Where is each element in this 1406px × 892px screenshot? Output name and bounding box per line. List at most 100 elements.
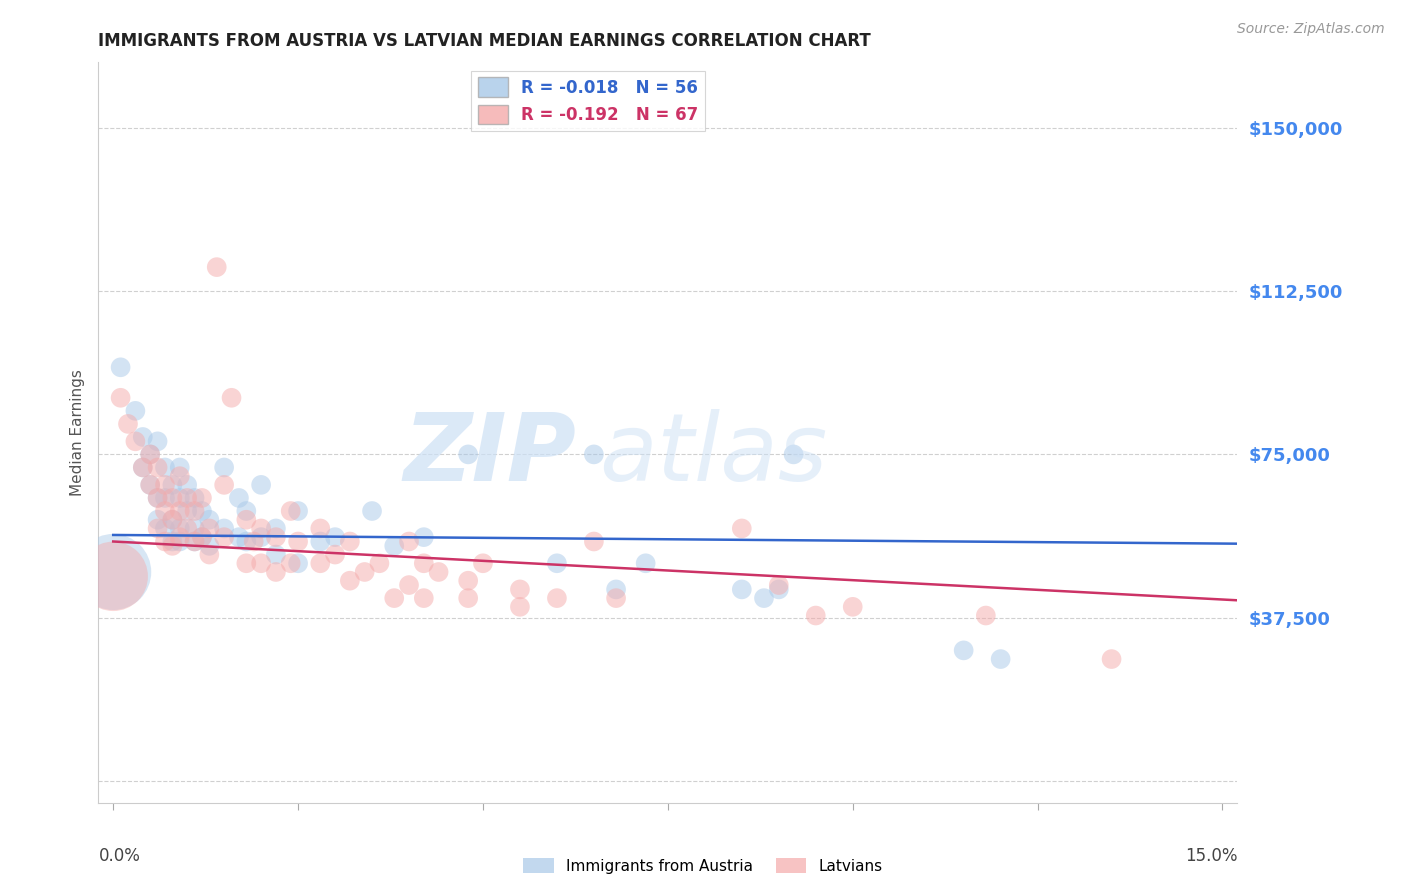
- Point: [242, 534, 264, 549]
- Point: [169, 491, 191, 505]
- Point: [146, 491, 169, 505]
- Point: [427, 565, 450, 579]
- Point: [457, 574, 479, 588]
- Point: [264, 521, 287, 535]
- Point: [250, 521, 273, 535]
- Point: [250, 556, 273, 570]
- Point: [546, 556, 568, 570]
- Point: [382, 539, 405, 553]
- Point: [768, 578, 790, 592]
- Point: [162, 478, 184, 492]
- Point: [169, 460, 191, 475]
- Point: [546, 591, 568, 606]
- Point: [132, 460, 155, 475]
- Point: [169, 521, 191, 535]
- Point: [280, 556, 302, 570]
- Point: [212, 521, 235, 535]
- Point: [323, 530, 346, 544]
- Point: [169, 504, 191, 518]
- Point: [287, 504, 309, 518]
- Point: [974, 608, 997, 623]
- Point: [162, 534, 184, 549]
- Point: [110, 360, 132, 375]
- Point: [139, 447, 162, 461]
- Point: [176, 504, 198, 518]
- Point: [103, 565, 125, 579]
- Point: [841, 599, 863, 614]
- Point: [412, 530, 434, 544]
- Y-axis label: Median Earnings: Median Earnings: [69, 369, 84, 496]
- Point: [228, 491, 250, 505]
- Point: [191, 530, 214, 544]
- Point: [162, 491, 184, 505]
- Point: [198, 521, 221, 535]
- Point: [153, 460, 176, 475]
- Point: [287, 534, 309, 549]
- Point: [153, 534, 176, 549]
- Point: [139, 478, 162, 492]
- Point: [153, 521, 176, 535]
- Point: [146, 434, 169, 449]
- Point: [117, 417, 139, 431]
- Point: [752, 591, 775, 606]
- Point: [162, 539, 184, 553]
- Point: [169, 530, 191, 544]
- Point: [176, 521, 198, 535]
- Point: [264, 548, 287, 562]
- Point: [457, 591, 479, 606]
- Point: [191, 530, 214, 544]
- Point: [212, 530, 235, 544]
- Point: [731, 521, 754, 535]
- Point: [146, 513, 169, 527]
- Point: [183, 491, 205, 505]
- Point: [212, 478, 235, 492]
- Point: [162, 513, 184, 527]
- Point: [339, 574, 361, 588]
- Point: [162, 513, 184, 527]
- Legend: Immigrants from Austria, Latvians: Immigrants from Austria, Latvians: [517, 852, 889, 880]
- Point: [398, 534, 420, 549]
- Point: [582, 447, 605, 461]
- Text: 15.0%: 15.0%: [1185, 847, 1237, 865]
- Point: [146, 521, 169, 535]
- Point: [176, 491, 198, 505]
- Point: [804, 608, 827, 623]
- Point: [382, 591, 405, 606]
- Point: [146, 491, 169, 505]
- Point: [353, 565, 375, 579]
- Point: [235, 556, 257, 570]
- Point: [339, 534, 361, 549]
- Point: [309, 534, 332, 549]
- Point: [235, 504, 257, 518]
- Point: [124, 404, 146, 418]
- Point: [146, 460, 169, 475]
- Point: [634, 556, 657, 570]
- Point: [250, 478, 273, 492]
- Point: [169, 469, 191, 483]
- Point: [309, 521, 332, 535]
- Point: [782, 447, 804, 461]
- Point: [287, 556, 309, 570]
- Point: [205, 260, 228, 274]
- Point: [605, 591, 627, 606]
- Point: [153, 491, 176, 505]
- Text: ZIP: ZIP: [404, 409, 576, 500]
- Point: [139, 478, 162, 492]
- Point: [198, 539, 221, 553]
- Point: [768, 582, 790, 597]
- Point: [139, 447, 162, 461]
- Point: [368, 556, 391, 570]
- Text: 0.0%: 0.0%: [98, 847, 141, 865]
- Point: [103, 569, 125, 583]
- Point: [309, 556, 332, 570]
- Point: [457, 447, 479, 461]
- Text: atlas: atlas: [599, 409, 828, 500]
- Text: Source: ZipAtlas.com: Source: ZipAtlas.com: [1237, 22, 1385, 37]
- Point: [221, 391, 243, 405]
- Point: [250, 530, 273, 544]
- Point: [990, 652, 1012, 666]
- Point: [132, 460, 155, 475]
- Point: [191, 504, 214, 518]
- Point: [198, 548, 221, 562]
- Point: [153, 504, 176, 518]
